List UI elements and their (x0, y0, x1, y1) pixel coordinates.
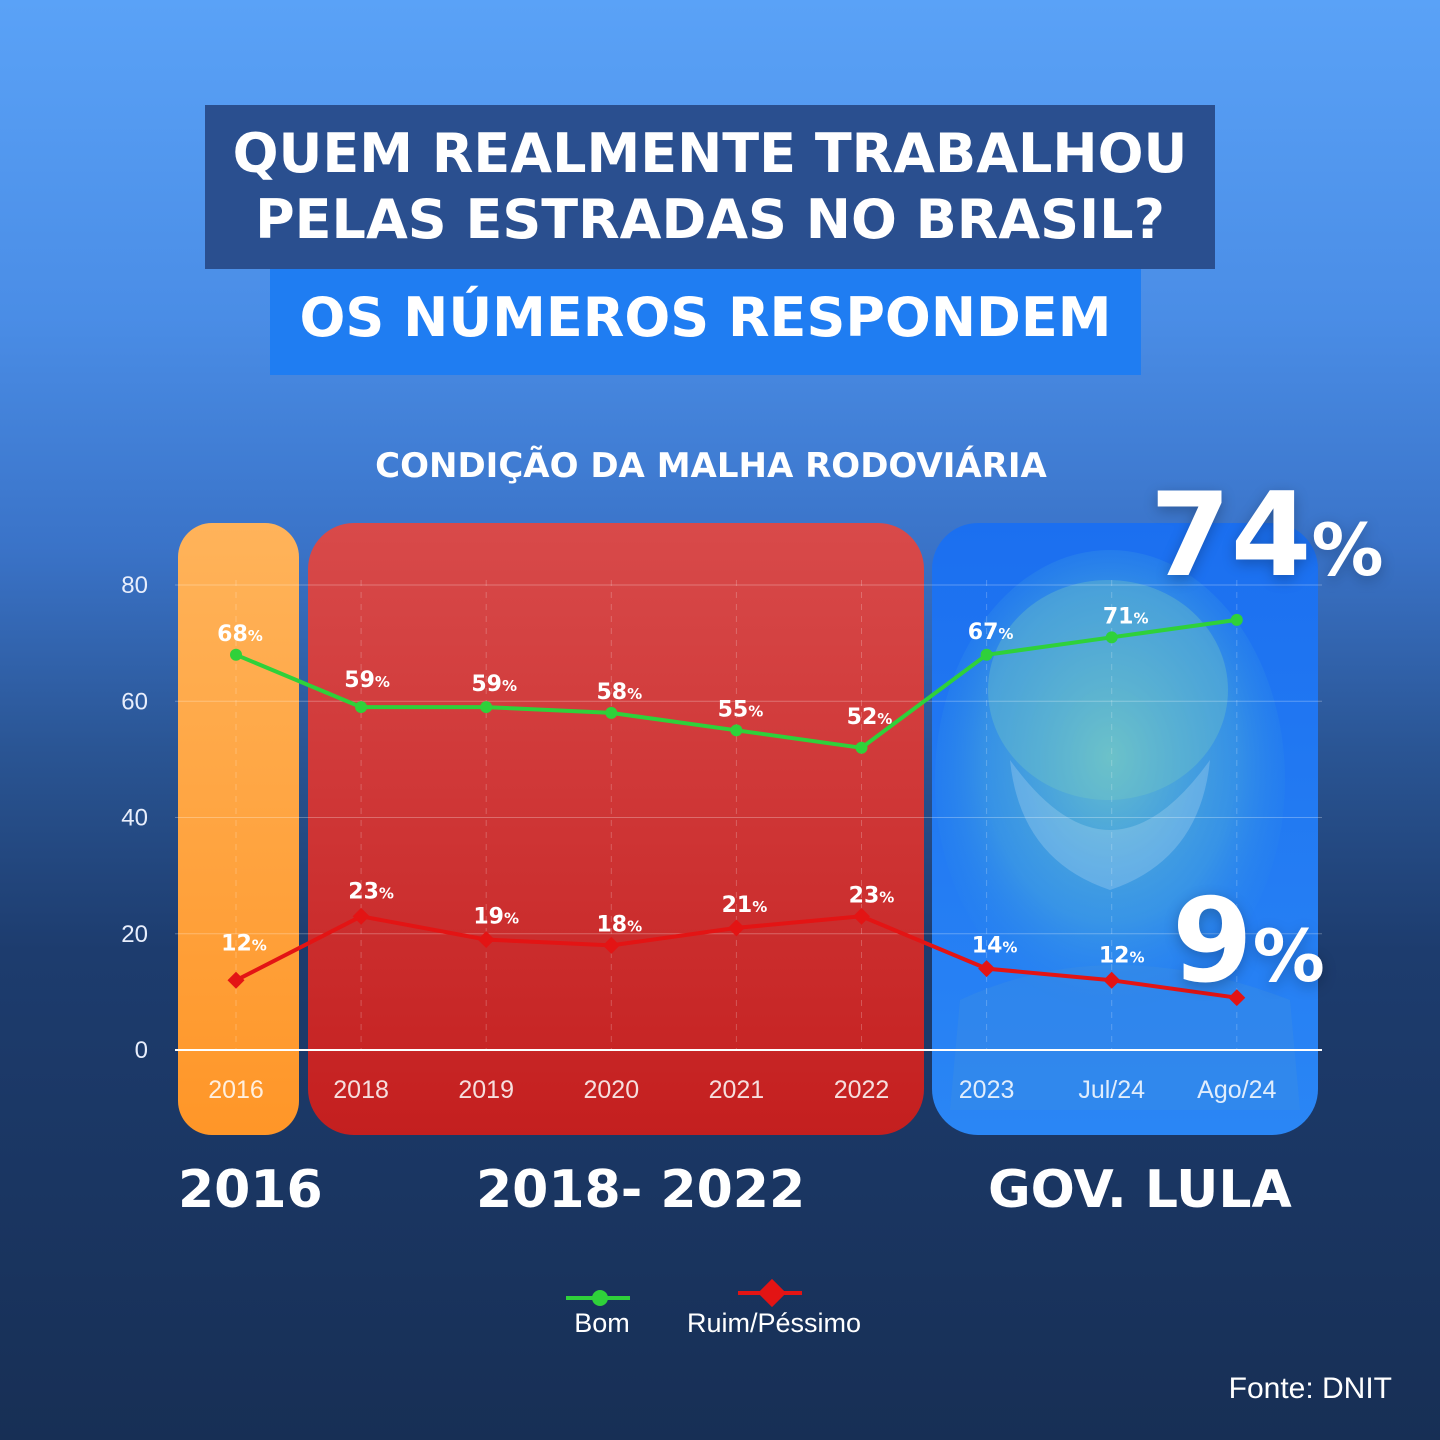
point-ruim (727, 919, 745, 937)
highlight-ruim-value: 9 (1172, 874, 1253, 1009)
subheadline: OS NÚMEROS RESPONDEM (270, 269, 1141, 375)
legend-bom-label: Bom (574, 1308, 630, 1338)
y-tick-label: 80 (121, 572, 148, 599)
band-2016 (178, 523, 299, 1135)
point-ruim (1103, 971, 1121, 989)
period-label-2016: 2016 (178, 1160, 323, 1220)
highlight-bom-value: 74 (1150, 468, 1312, 603)
point-ruim (352, 907, 370, 925)
highlight-bom-symbol: % (1311, 508, 1384, 592)
band-2018-2022 (308, 523, 924, 1135)
point-ruim (978, 960, 996, 978)
y-tick-label: 60 (121, 688, 148, 715)
data-label-bom: 59% (471, 672, 517, 697)
highlight-ruim-symbol: % (1252, 914, 1325, 998)
x-tick-label: 2020 (583, 1076, 639, 1104)
point-ruim (1228, 989, 1246, 1007)
data-label-ruim: 18% (596, 912, 642, 937)
source-note: Fonte: DNIT (1228, 1372, 1392, 1405)
point-ruim (477, 931, 495, 949)
x-tick-label: 2016 (208, 1076, 264, 1104)
highlight-bom: 74% (1150, 468, 1383, 603)
data-label-bom: 71% (1103, 604, 1149, 629)
data-label-ruim: 23% (348, 879, 394, 904)
data-label-bom: 55% (718, 697, 764, 722)
legend-ruim-marker (757, 1278, 787, 1308)
data-label-bom: 68% (217, 622, 263, 647)
x-tick-label: 2019 (458, 1076, 514, 1104)
data-label-ruim: 12% (221, 931, 267, 956)
data-label-bom: 52% (847, 705, 893, 730)
data-label-ruim: 23% (849, 883, 895, 908)
point-bom (230, 648, 242, 661)
y-tick-label: 40 (121, 805, 148, 832)
grid (175, 580, 1322, 1051)
point-ruim (227, 971, 245, 989)
point-bom (730, 724, 743, 737)
x-axis: 2016 2018 2019 2020 2021 2022 2023 Jul/24 Ago/24 (208, 1076, 1276, 1104)
headline-line-1: QUEM REALMENTE TRABALHOU (232, 122, 1188, 185)
data-label-bom: 58% (596, 680, 642, 705)
data-labels: 68% 59% 59% 58% 55% 52% 67% 71% 12% 23% 19% 18% 21% 2… (217, 604, 1148, 968)
highlight-ruim: 9% (1172, 874, 1325, 1009)
x-tick-label: 2023 (959, 1076, 1015, 1104)
x-tick-label: 2022 (834, 1076, 890, 1104)
y-axis: 0 20 40 60 80 (121, 572, 148, 1064)
x-tick-label: 2018 (333, 1076, 389, 1104)
headline-line-2: PELAS ESTRADAS NO BRASIL? (255, 188, 1165, 251)
headline: QUEM REALMENTE TRABALHOU PELAS ESTRADAS … (205, 105, 1215, 269)
point-bom (355, 701, 368, 714)
data-label-ruim: 21% (722, 893, 768, 918)
x-tick-label: Ago/24 (1197, 1076, 1276, 1104)
data-label-ruim: 14% (972, 934, 1018, 959)
data-label-ruim: 19% (473, 905, 519, 930)
chart-title: CONDIÇÃO DA MALHA RODOVIÁRIA (375, 446, 1047, 486)
y-tick-label: 20 (121, 921, 148, 948)
legend-bom-marker (592, 1290, 608, 1306)
point-bom (1105, 631, 1118, 644)
legend: Bom Ruim/Péssimo (566, 1278, 861, 1338)
portrait-illustration (935, 550, 1300, 1110)
point-bom (980, 648, 993, 661)
point-bom (480, 701, 493, 714)
y-tick-label: 0 (135, 1037, 148, 1064)
points (227, 613, 1246, 1007)
point-bom (855, 741, 868, 754)
data-label-bom: 59% (344, 668, 390, 693)
period-label-2018-2022: 2018- 2022 (476, 1160, 806, 1220)
data-label-ruim: 12% (1099, 943, 1145, 968)
point-ruim (853, 907, 870, 925)
point-bom (605, 706, 618, 719)
legend-ruim-label: Ruim/Péssimo (687, 1308, 861, 1338)
x-tick-label: Jul/24 (1078, 1076, 1145, 1104)
data-label-bom: 67% (968, 620, 1014, 645)
point-ruim (602, 936, 620, 954)
period-label-lula: GOV. LULA (988, 1160, 1292, 1220)
x-tick-label: 2021 (709, 1076, 765, 1104)
point-bom (1230, 613, 1243, 626)
